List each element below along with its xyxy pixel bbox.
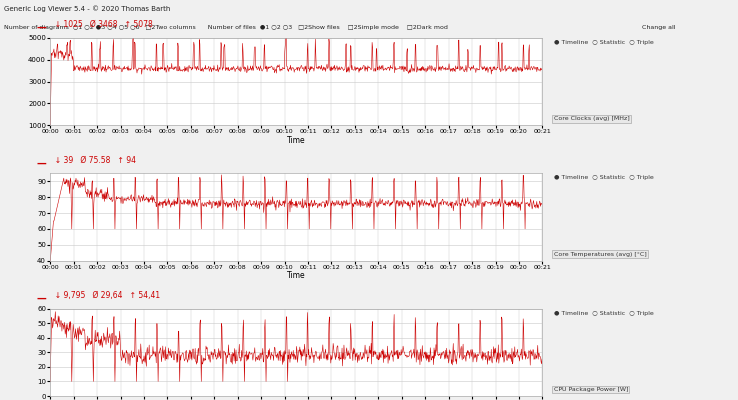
Text: ● Timeline  ○ Statistic  ○ Triple: ● Timeline ○ Statistic ○ Triple (554, 40, 653, 45)
Text: Core Clocks (avg) [MHz]: Core Clocks (avg) [MHz] (554, 116, 630, 121)
Text: ● Timeline  ○ Statistic  ○ Triple: ● Timeline ○ Statistic ○ Triple (554, 311, 653, 316)
Text: ● Timeline  ○ Statistic  ○ Triple: ● Timeline ○ Statistic ○ Triple (554, 175, 653, 180)
X-axis label: Time: Time (287, 136, 306, 145)
Text: Number of diagrams  ○1 ○2 ●3 ○4 ○5 ○6   □2Two columns      Number of files  ●1 ○: Number of diagrams ○1 ○2 ●3 ○4 ○5 ○6 □2T… (4, 26, 447, 30)
Text: CPU Package Power [W]: CPU Package Power [W] (554, 387, 628, 392)
Text: Change all: Change all (642, 26, 675, 30)
Text: ↓ 1025   Ø 3468   ↑ 5078: ↓ 1025 Ø 3468 ↑ 5078 (50, 20, 153, 29)
Text: Core Temperatures (avg) [°C]: Core Temperatures (avg) [°C] (554, 252, 646, 257)
Text: Generic Log Viewer 5.4 - © 2020 Thomas Barth: Generic Log Viewer 5.4 - © 2020 Thomas B… (4, 6, 170, 12)
Text: —: — (37, 23, 46, 33)
Text: ↓ 9,795   Ø 29,64   ↑ 54,41: ↓ 9,795 Ø 29,64 ↑ 54,41 (50, 291, 160, 300)
Text: —: — (37, 158, 46, 168)
X-axis label: Time: Time (287, 271, 306, 280)
Text: —: — (37, 294, 46, 304)
Text: ↓ 39   Ø 75.58   ↑ 94: ↓ 39 Ø 75.58 ↑ 94 (50, 156, 137, 164)
